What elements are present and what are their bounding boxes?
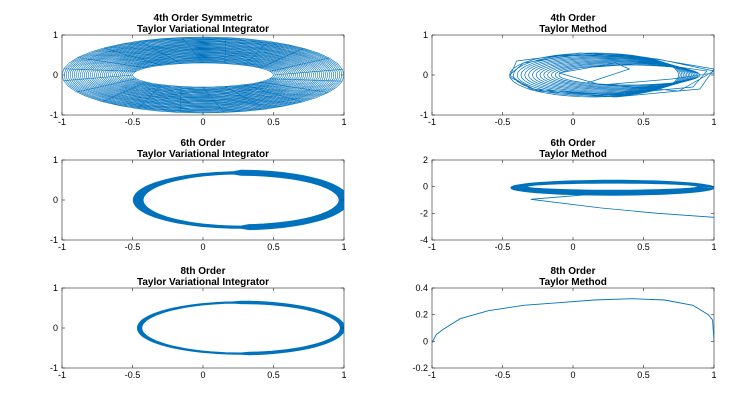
data-layer — [62, 36, 344, 114]
chart-title: 4th Order Symmetric — [154, 13, 253, 24]
x-tick-label: -0.5 — [495, 242, 511, 252]
x-tick-label: -1 — [428, 370, 436, 380]
y-tick-label: -1 — [50, 110, 58, 120]
x-tick-label: 0 — [570, 370, 575, 380]
y-tick-label: -2 — [420, 208, 428, 218]
chart-title: Taylor Variational Integrator — [137, 24, 269, 35]
y-tick-label: -1 — [50, 235, 58, 245]
trajectory-line — [136, 300, 344, 356]
y-tick-label: 0 — [53, 323, 58, 333]
axes-box — [61, 287, 345, 369]
chart-title: 6th Order — [180, 138, 225, 149]
x-tick-label: -1 — [58, 242, 66, 252]
data-layer — [132, 169, 344, 231]
x-tick-label: -0.5 — [495, 370, 511, 380]
y-tick-label: -1 — [50, 363, 58, 373]
x-tick-label: 1 — [341, 242, 346, 252]
data-layer — [432, 298, 714, 343]
y-tick-label: 0 — [53, 70, 58, 80]
chart-title: Taylor Method — [539, 277, 607, 288]
x-tick-label: -1 — [428, 117, 436, 127]
x-tick-label: -1 — [58, 370, 66, 380]
y-tick-label: -0.2 — [412, 363, 428, 373]
chart-title: Taylor Method — [539, 24, 607, 35]
y-tick-label: 1 — [423, 30, 428, 40]
x-tick-label: 1 — [711, 242, 716, 252]
chart-title: 6th Order — [550, 138, 595, 149]
x-tick-label: 0.5 — [637, 117, 650, 127]
subplot-1: -1 -0.5 0 0.5 1 -1 0 1 4th Order SymmetricTaylor… — [50, 13, 347, 127]
axes-box — [431, 287, 715, 369]
y-tick-label: -4 — [420, 235, 428, 245]
data-layer — [509, 52, 714, 98]
chart-title: Taylor Variational Integrator — [137, 149, 269, 160]
x-tick-label: 0 — [200, 117, 205, 127]
x-tick-label: -1 — [58, 117, 66, 127]
y-tick-label: 2 — [423, 155, 428, 165]
x-tick-label: 0 — [200, 242, 205, 252]
x-tick-label: 0 — [200, 370, 205, 380]
x-tick-label: -0.5 — [125, 370, 141, 380]
data-layer — [510, 179, 714, 218]
y-tick-label: 0 — [423, 70, 428, 80]
trajectory-line — [62, 36, 344, 114]
y-tick-label: 0 — [53, 195, 58, 205]
x-tick-label: -0.5 — [125, 242, 141, 252]
x-tick-label: -0.5 — [495, 117, 511, 127]
x-tick-label: 0.5 — [267, 117, 280, 127]
chart-title: 8th Order — [550, 266, 595, 277]
chart-title: 4th Order — [550, 13, 595, 24]
x-tick-label: 1 — [341, 117, 346, 127]
trajectory-line — [132, 169, 344, 231]
trajectory-line — [509, 52, 714, 98]
x-tick-label: 0 — [570, 242, 575, 252]
x-tick-label: 0 — [570, 117, 575, 127]
y-tick-label: 1 — [53, 283, 58, 293]
y-tick-label: 0 — [423, 182, 428, 192]
x-tick-label: 1 — [711, 117, 716, 127]
y-tick-label: 1 — [53, 155, 58, 165]
x-tick-label: -0.5 — [125, 117, 141, 127]
x-tick-label: 0.5 — [267, 370, 280, 380]
chart-title: Taylor Method — [539, 149, 607, 160]
trajectory-line — [432, 298, 714, 343]
y-tick-label: 0.2 — [415, 310, 428, 320]
y-tick-label: 0.4 — [415, 283, 428, 293]
trajectory-escape-line — [530, 189, 714, 218]
y-tick-label: 1 — [53, 30, 58, 40]
x-tick-label: -1 — [428, 242, 436, 252]
axes-box — [431, 159, 715, 241]
x-tick-label: 1 — [341, 370, 346, 380]
x-tick-label: 1 — [711, 370, 716, 380]
x-tick-label: 0.5 — [637, 242, 650, 252]
x-tick-label: 0.5 — [637, 370, 650, 380]
trajectory-line — [510, 179, 714, 196]
y-tick-label: -1 — [420, 110, 428, 120]
chart-title: Taylor Variational Integrator — [137, 277, 269, 288]
axes-box — [431, 34, 715, 116]
axes-box — [61, 159, 345, 241]
data-layer — [136, 300, 344, 356]
y-tick-label: 0 — [423, 336, 428, 346]
chart-title: 8th Order — [180, 266, 225, 277]
x-tick-label: 0.5 — [267, 242, 280, 252]
